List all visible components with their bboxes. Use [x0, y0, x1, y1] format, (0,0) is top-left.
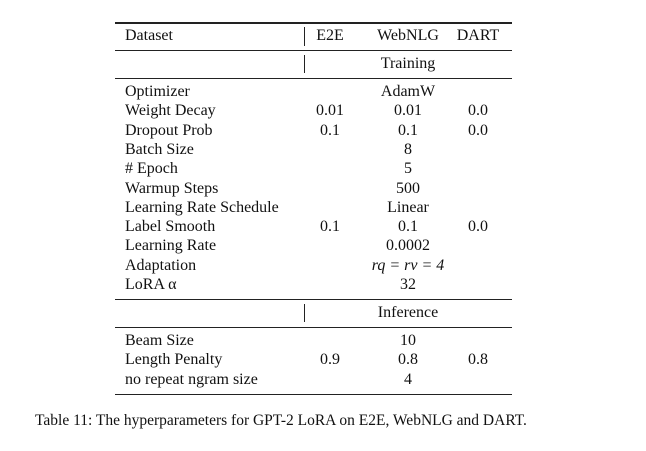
cell: 8	[404, 140, 412, 158]
rule	[115, 22, 512, 24]
rule	[115, 393, 512, 396]
row-label: LoRA α	[125, 276, 177, 293]
cell: 0.1	[398, 218, 418, 236]
row-label: Learning Rate Schedule	[125, 198, 279, 216]
cell: 0.8	[468, 351, 488, 369]
caption: Table 11: The hyperparameters for GPT-2 …	[35, 412, 527, 429]
header-cell: Dataset	[125, 27, 173, 44]
cell: rq = rv = 4	[371, 256, 445, 274]
column-rule	[304, 27, 305, 46]
cell: 0.9	[320, 351, 340, 369]
cell: 32	[400, 276, 416, 293]
cell: AdamW	[380, 83, 436, 100]
column-rule	[304, 55, 305, 73]
cell: 0.01	[316, 102, 344, 120]
section-title: Training	[380, 55, 436, 72]
cell: 500	[396, 179, 420, 197]
cell: 0.0	[468, 218, 488, 236]
rule	[115, 50, 512, 51]
cell: 0.0	[468, 121, 488, 139]
rule	[115, 78, 512, 79]
row-label: Label Smooth	[125, 218, 216, 236]
row-label: Learning Rate	[125, 237, 217, 255]
header-cell: WebNLG	[377, 27, 439, 44]
cell: Linear	[387, 198, 429, 216]
section-title: Inference	[377, 304, 439, 321]
row-label: # Epoch	[125, 160, 178, 178]
row-label: Beam Size	[125, 332, 194, 349]
cell: 0.1	[320, 218, 340, 236]
cell: 0.0002	[386, 237, 430, 255]
row-label: Optimizer	[125, 83, 190, 100]
row-label: no repeat ngram size	[125, 370, 258, 388]
cell: 10	[400, 332, 416, 349]
cell: 0.1	[398, 121, 418, 139]
row-label: Adaptation	[125, 256, 197, 274]
row-label: Batch Size	[125, 140, 194, 158]
rule	[115, 299, 512, 300]
row-label: Warmup Steps	[125, 179, 219, 197]
cell: 0.1	[320, 121, 340, 139]
header-cell: DART	[456, 27, 500, 44]
row-label: Weight Decay	[125, 102, 216, 120]
column-rule	[304, 304, 305, 322]
cell: 0.01	[394, 102, 422, 120]
cell: 5	[404, 160, 412, 178]
row-label: Length Penalty	[125, 351, 223, 369]
cell: 0.0	[468, 102, 488, 120]
row-label: Dropout Prob	[125, 121, 213, 139]
header-cell: E2E	[316, 27, 344, 44]
cell: 4	[404, 370, 412, 388]
cell: 0.8	[398, 351, 418, 369]
rule	[115, 327, 512, 328]
